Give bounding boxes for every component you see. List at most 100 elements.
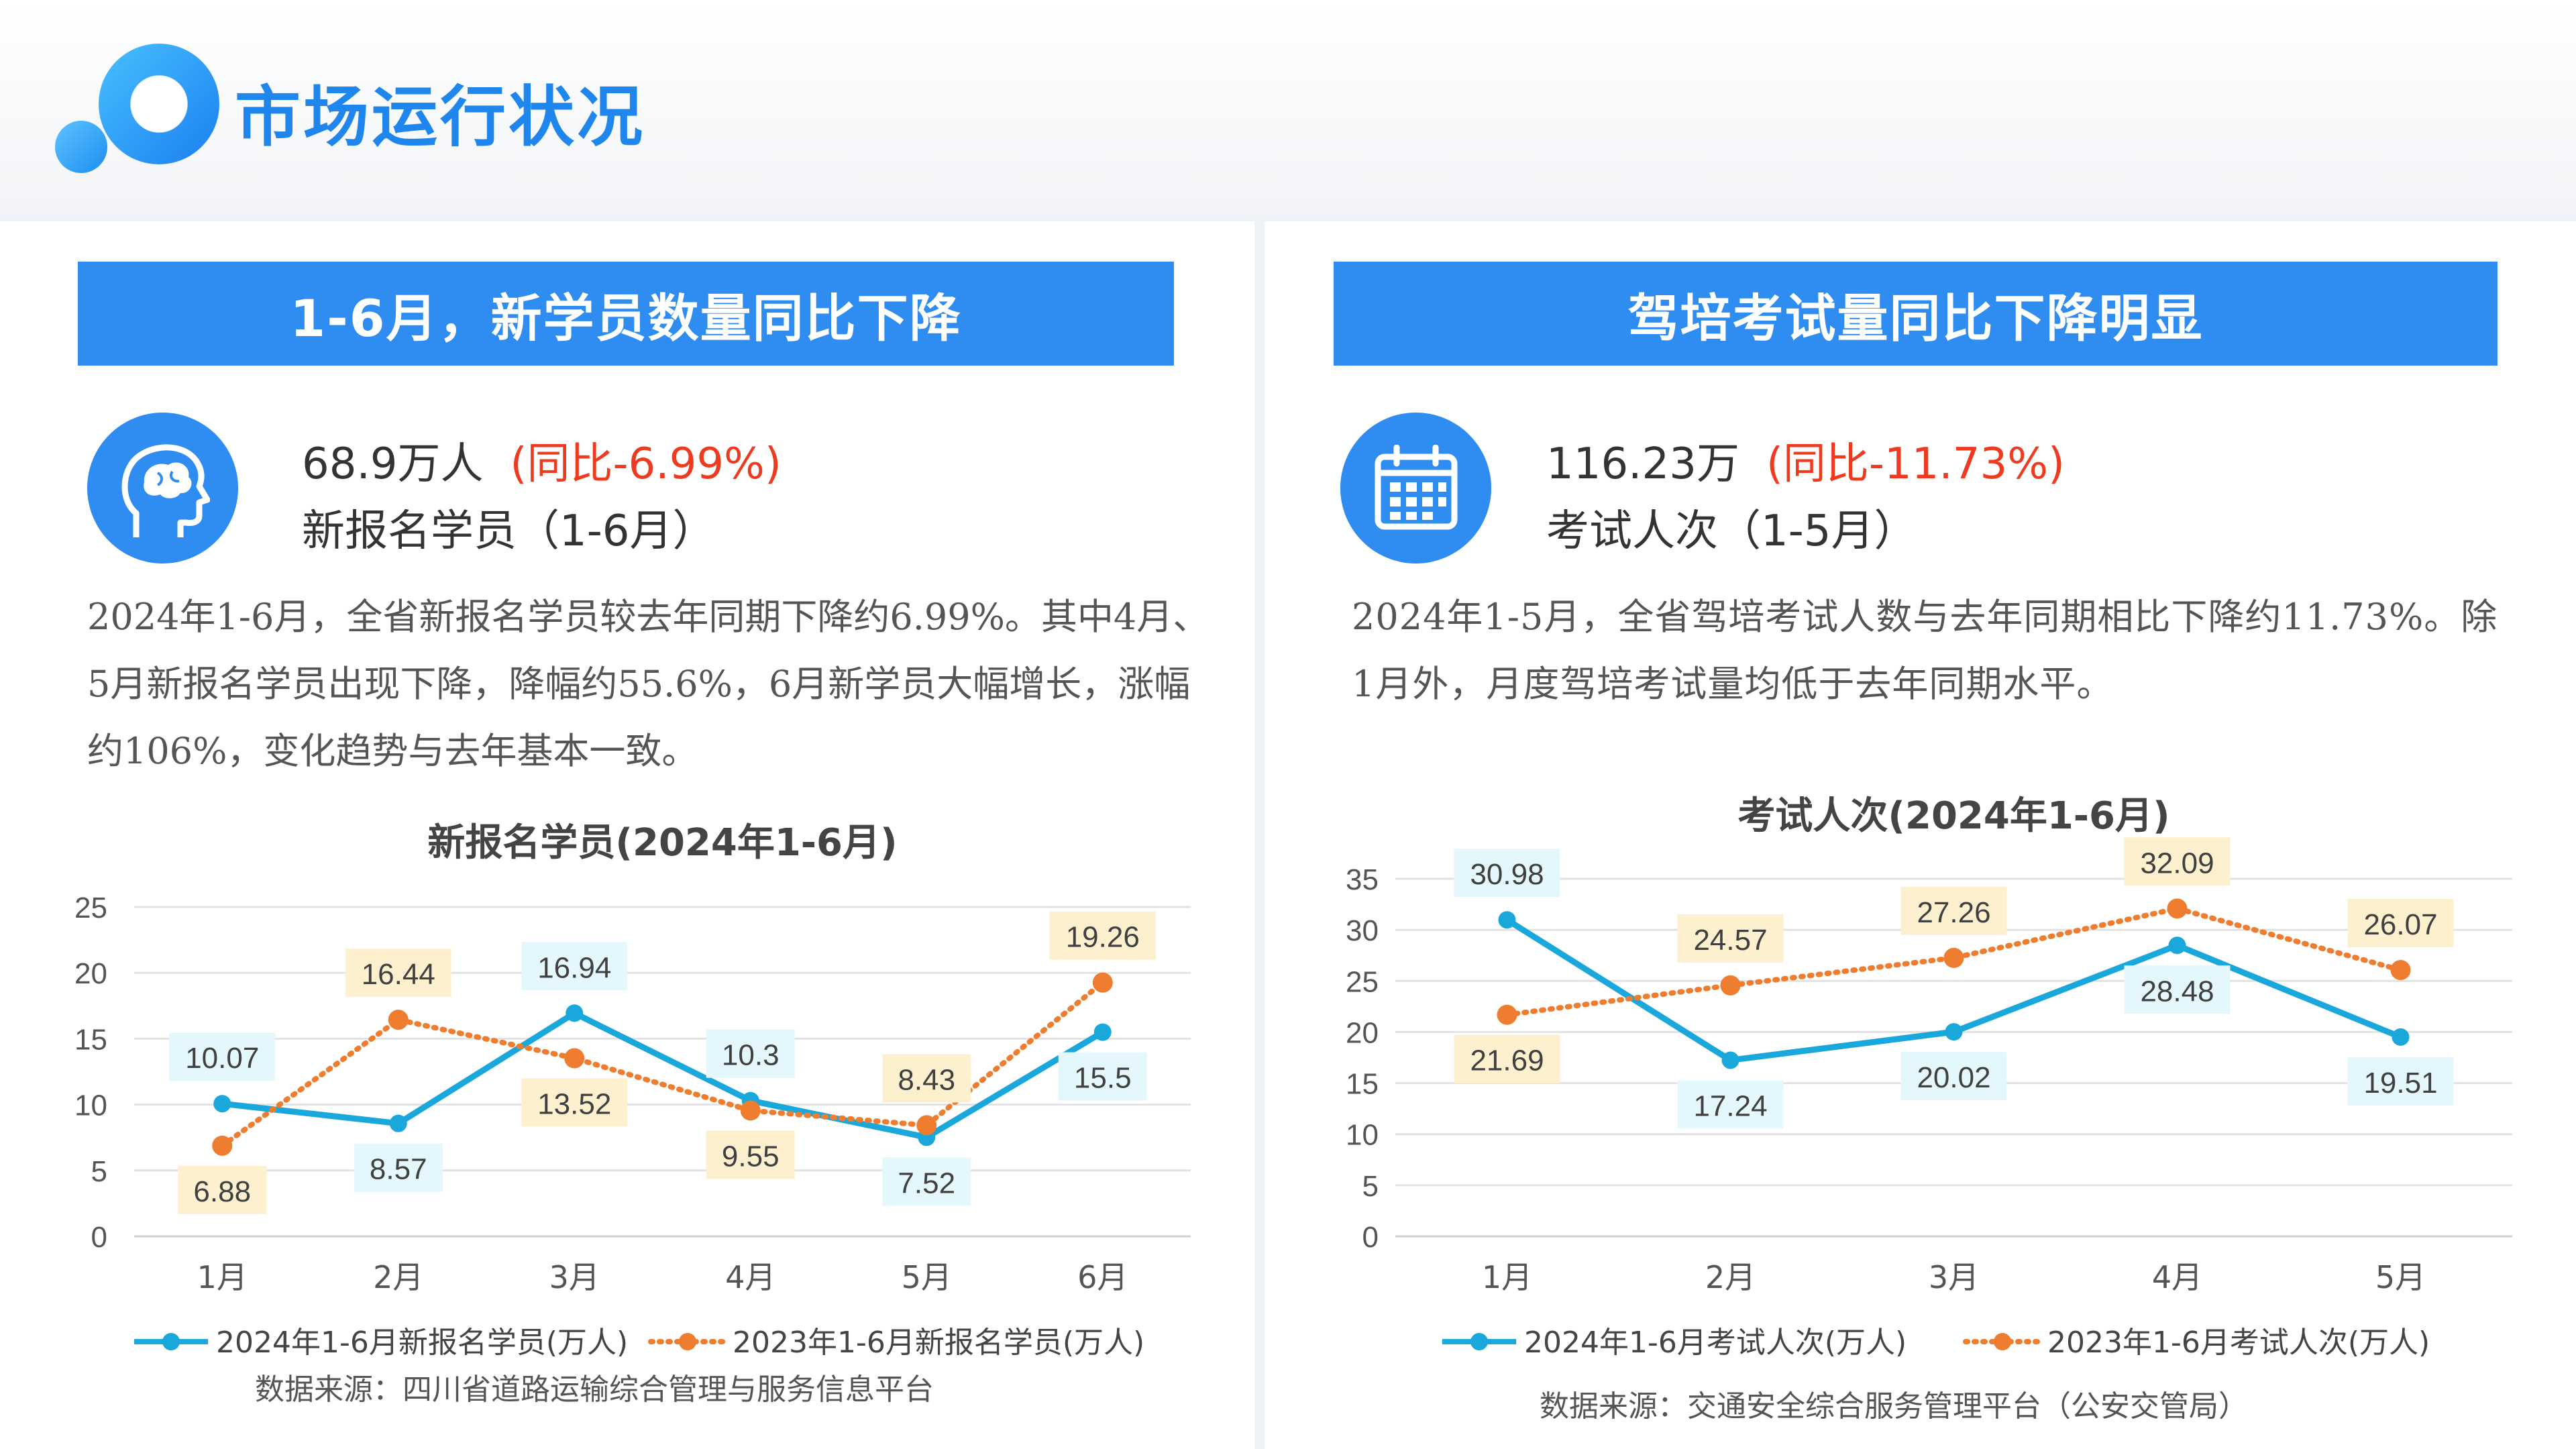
left-stat-label: 新报名学员（1-6月）: [302, 506, 716, 556]
left-source: 数据来源：四川省道路运输综合管理与服务信息平台: [255, 1373, 934, 1407]
x-tick-label: 6月: [1077, 1259, 1128, 1295]
data-label-box: [706, 1029, 795, 1078]
series-point-0: [1093, 1023, 1112, 1041]
x-tick-label: 3月: [1929, 1259, 1979, 1295]
series-point-0: [2168, 936, 2186, 955]
series-line-0: [221, 1010, 1105, 1140]
data-label: 17.24: [1693, 1089, 1767, 1122]
series-point-1: [1497, 1004, 1517, 1025]
y-tick-label: 30: [1346, 914, 1379, 947]
y-tick-label: 35: [1346, 863, 1379, 896]
data-label-box: [169, 1032, 276, 1081]
x-tick-label: 3月: [549, 1259, 600, 1295]
left-stat: 68.9万人 (同比-6.99%): [302, 429, 782, 491]
data-label-box: [1900, 886, 2007, 935]
chart-title: 新报名学员(2024年1-6月): [427, 821, 897, 865]
logo: [55, 44, 223, 173]
series-point-0: [2392, 1028, 2410, 1046]
data-label: 28.48: [2140, 975, 2214, 1008]
data-label-box: [1900, 1052, 2007, 1101]
x-tick-label: 4月: [2152, 1259, 2202, 1295]
data-label-box: [1677, 914, 1784, 963]
data-label: 24.57: [1693, 924, 1767, 957]
data-label-box: [1454, 1034, 1560, 1083]
data-label: 27.26: [1917, 896, 1990, 929]
page-title: 市场运行状况: [235, 79, 646, 156]
series-point-0: [213, 1095, 231, 1113]
series-point-1: [1720, 975, 1741, 996]
y-tick-label: 10: [1346, 1119, 1379, 1152]
data-label-box: [1677, 1080, 1784, 1129]
y-tick-label: 15: [1346, 1068, 1379, 1101]
x-tick-label: 4月: [725, 1259, 775, 1295]
data-label: 7.52: [898, 1167, 955, 1199]
x-tick-label: 5月: [902, 1259, 952, 1295]
left-banner: 1-6月，新学员数量同比下降: [78, 262, 1174, 366]
data-label: 19.26: [1066, 921, 1140, 954]
data-label: 15.5: [1074, 1062, 1132, 1095]
left-panel: 1-6月，新学员数量同比下降 68.9万人 (同比-6.99%) 新报名学员（1-…: [0, 221, 1254, 1449]
data-label-box: [1058, 1052, 1147, 1101]
data-label: 8.43: [898, 1063, 955, 1096]
chart-title: 考试人次(2024年1-6月): [1737, 794, 2169, 838]
legend-marker-0: [162, 1333, 180, 1350]
legend-marker-0: [1470, 1333, 1488, 1350]
data-label: 8.57: [370, 1153, 427, 1186]
x-tick-label: 2月: [1705, 1259, 1756, 1295]
series-point-0: [1498, 911, 1516, 929]
y-tick-label: 20: [74, 957, 107, 990]
y-tick-label: 5: [91, 1155, 107, 1188]
data-label: 30.98: [1470, 858, 1544, 891]
data-label: 20.02: [1917, 1061, 1990, 1094]
left-stat-change: (同比-6.99%): [510, 439, 782, 489]
data-label-box: [521, 942, 628, 991]
legend-marker-1: [1994, 1333, 2011, 1350]
right-panel: 驾培考试量同比下降明显 116.23万 (同比-11.73%) 考试人次（1-5月…: [1265, 221, 2576, 1449]
series-point-1: [740, 1100, 761, 1121]
series-point-0: [389, 1114, 407, 1132]
data-label-box: [1049, 911, 1156, 960]
calendar-icon: [1340, 413, 1491, 564]
right-description: 2024年1-5月，全省驾培考试人数与去年同期相比下降约11.73%。除1月外，…: [1352, 596, 2498, 705]
data-label: 6.88: [193, 1175, 251, 1208]
students-line-chart: 新报名学员(2024年1-6月) 0 5 10 15 20 25 1月 2月 3月 4月 5月 6月 10…: [74, 821, 1191, 1360]
page-header: 市场运行状况: [0, 0, 2576, 215]
left-description: 2024年1-6月，全省新报名学员较去年同期下降约6.99%。其中4月、5月新报…: [87, 596, 1210, 772]
x-tick-label: 5月: [2375, 1259, 2426, 1295]
data-label-box: [882, 1054, 971, 1103]
logo-dot: [55, 121, 107, 173]
series-line-1: [1504, 906, 2404, 1018]
data-label-box: [345, 949, 451, 998]
x-tick-label: 2月: [373, 1259, 423, 1295]
series-point-1: [564, 1048, 585, 1069]
exams-line-chart: 考试人次(2024年1-6月) 0 5 10 15 20 25 30 35 1月 2月 3月 4月 5月 3…: [1346, 794, 2512, 1360]
legend-label: 2024年1-6月新报名学员(万人): [216, 1326, 628, 1360]
series-point-1: [212, 1135, 233, 1156]
y-tick-label: 5: [1362, 1170, 1379, 1203]
series-point-1: [388, 1010, 409, 1030]
right-source: 数据来源：交通安全综合服务管理平台（公安交管局）: [1540, 1389, 2248, 1424]
data-label: 19.51: [2363, 1067, 2437, 1099]
series-point-0: [566, 1004, 584, 1022]
data-label-box: [2124, 965, 2231, 1014]
series-point-1: [1943, 947, 1964, 968]
data-label-box: [2124, 837, 2231, 886]
right-stat-change: (同比-11.73%): [1766, 439, 2065, 489]
data-label-box: [2347, 898, 2454, 947]
data-label-box: [882, 1157, 971, 1206]
data-label-box: [706, 1130, 795, 1179]
right-stat-label: 考试人次（1-5月）: [1546, 506, 1917, 556]
y-tick-label: 0: [1362, 1221, 1379, 1254]
right-stat: 116.23万 (同比-11.73%): [1546, 429, 2065, 491]
data-label: 16.44: [362, 958, 435, 991]
series-point-1: [2390, 959, 2411, 980]
legend-label: 2023年1-6月新报名学员(万人): [733, 1326, 1144, 1360]
data-label: 16.94: [537, 951, 611, 984]
data-label-box: [354, 1143, 443, 1192]
data-label: 9.55: [722, 1140, 780, 1173]
data-label: 26.07: [2363, 908, 2437, 941]
data-label: 21.69: [1470, 1044, 1544, 1077]
series-point-1: [2167, 898, 2188, 919]
y-tick-label: 25: [1346, 965, 1379, 998]
y-tick-label: 25: [74, 892, 107, 924]
